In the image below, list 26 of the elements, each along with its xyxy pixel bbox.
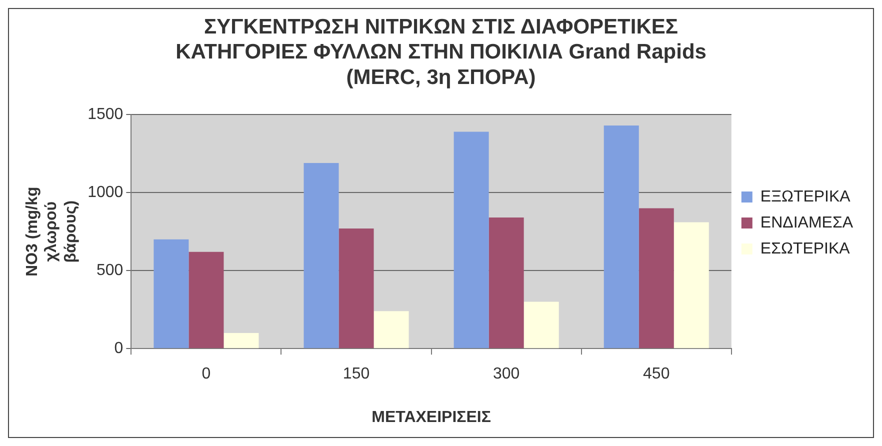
bar	[488, 218, 524, 348]
legend-label: ΕΣΩΤΕΡΙΚΑ	[760, 240, 850, 258]
bar	[154, 239, 189, 348]
bar	[374, 311, 409, 348]
bar	[638, 208, 674, 348]
legend-label: ΕΞΩΤΕΡΙΚΑ	[760, 188, 851, 206]
x-tick-label: 150	[342, 366, 370, 383]
x-tick-label: 450	[643, 366, 670, 383]
y-tick-label: 500	[96, 262, 124, 280]
bar	[224, 333, 259, 348]
bar	[338, 228, 374, 348]
y-tick-label: 1000	[88, 184, 124, 202]
bar	[604, 126, 639, 348]
chart-title: ΣΥΓΚΕΝΤΡΩΣΗ ΝΙΤΡΙΚΩΝ ΣΤΙΣ ΔΙΑΦΟΡΕΤΙΚΕΣ ΚΑΤΗΓΟΡΙΕΣ ΦΥΛΛΩΝ ΣΤΗΝ ΠΟΙΚΙΛΙΑ Grand Rapids (MERC, 3η ΣΠΟΡΑ)	[176, 15, 706, 89]
bar	[188, 252, 224, 348]
x-axis-title: ΜΕΤΑΧΕΙΡΙΣΕΙΣ	[372, 408, 492, 426]
bar	[674, 222, 709, 348]
bar	[524, 302, 559, 348]
legend-label: ΕΝΔΙΑΜΕΣΑ	[760, 214, 854, 232]
y-axis-title: NO3 (mg/kg χλωρού βάρους)	[24, 186, 80, 276]
y-tick-label: 0	[114, 340, 124, 358]
bar	[454, 132, 489, 348]
y-tick-label: 1500	[88, 106, 124, 124]
x-tick-label: 300	[492, 366, 520, 383]
bar	[304, 162, 339, 348]
x-tick-label: 0	[202, 366, 211, 383]
